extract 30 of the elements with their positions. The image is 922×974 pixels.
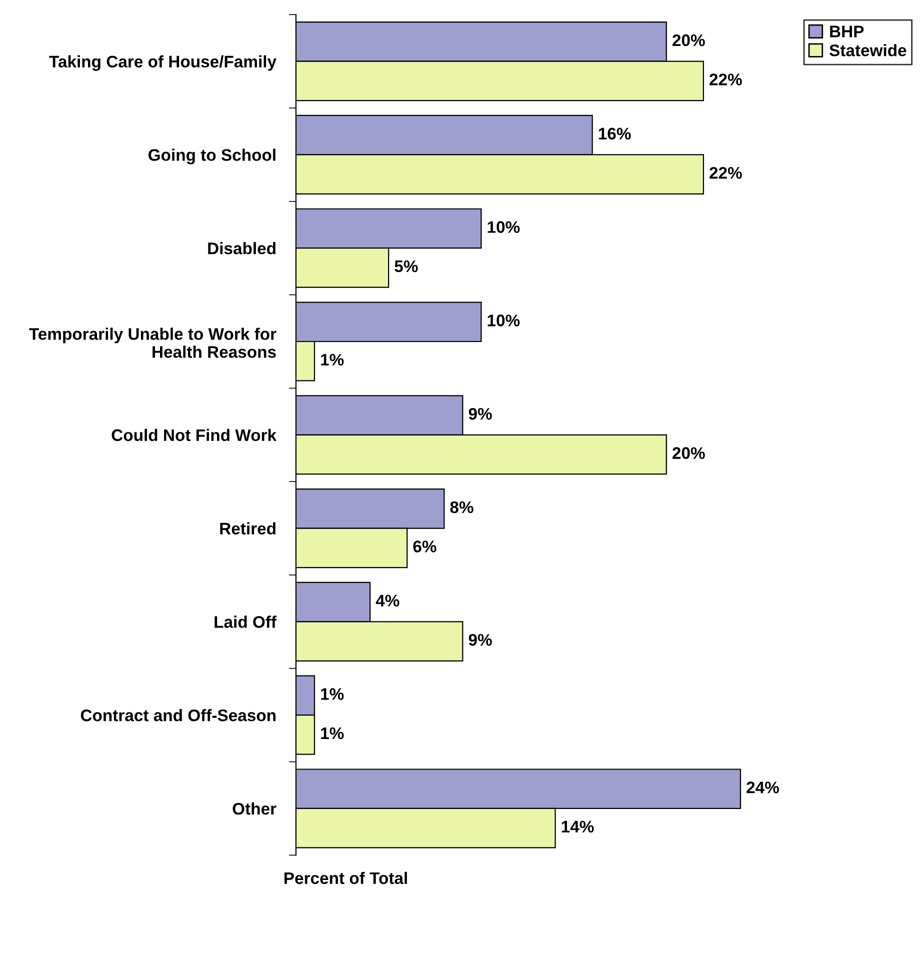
data-label: 8% — [450, 501, 474, 514]
y-tick-label: Could Not Find Work — [112, 428, 277, 442]
x-axis-title: Percent of Total — [284, 872, 407, 884]
data-label: 10% — [488, 221, 520, 233]
legend-label: BHP — [830, 26, 864, 38]
y-tick-label: Temporarily Unable to Work for Health Reasons — [29, 328, 276, 358]
data-label: 9% — [468, 634, 492, 646]
data-label: 10% — [488, 314, 520, 326]
data-label: 24% — [746, 782, 779, 794]
data-label: 20% — [672, 447, 705, 459]
y-tick-label: Other — [232, 802, 276, 815]
data-label: 5% — [394, 260, 418, 272]
y-tick-label: Taking Care of House/Family — [49, 55, 276, 71]
y-tick-label: Retired — [220, 522, 276, 534]
y-tick-label: Disabled — [208, 242, 276, 254]
data-label: 9% — [468, 408, 492, 420]
data-label: 16% — [598, 128, 631, 140]
data-label: 1% — [321, 727, 344, 740]
data-label: 1% — [321, 688, 344, 700]
data-label: 22% — [710, 74, 742, 86]
data-label: 20% — [672, 34, 705, 46]
data-label: 22% — [710, 166, 742, 179]
data-label: 1% — [321, 354, 344, 366]
data-label: 4% — [376, 594, 400, 607]
y-tick-label: Going to School — [148, 148, 276, 164]
legend-label: Statewide — [830, 44, 906, 56]
data-label: 6% — [413, 540, 436, 552]
y-tick-label: Contract and Off-Season — [80, 709, 276, 722]
y-tick-label: Laid Off — [214, 616, 277, 628]
data-label: 14% — [562, 820, 594, 833]
